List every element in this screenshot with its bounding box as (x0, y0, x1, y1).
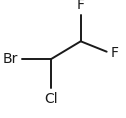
Text: F: F (77, 0, 85, 12)
Text: Br: Br (3, 52, 18, 66)
Text: F: F (110, 46, 118, 60)
Text: Cl: Cl (44, 92, 58, 106)
